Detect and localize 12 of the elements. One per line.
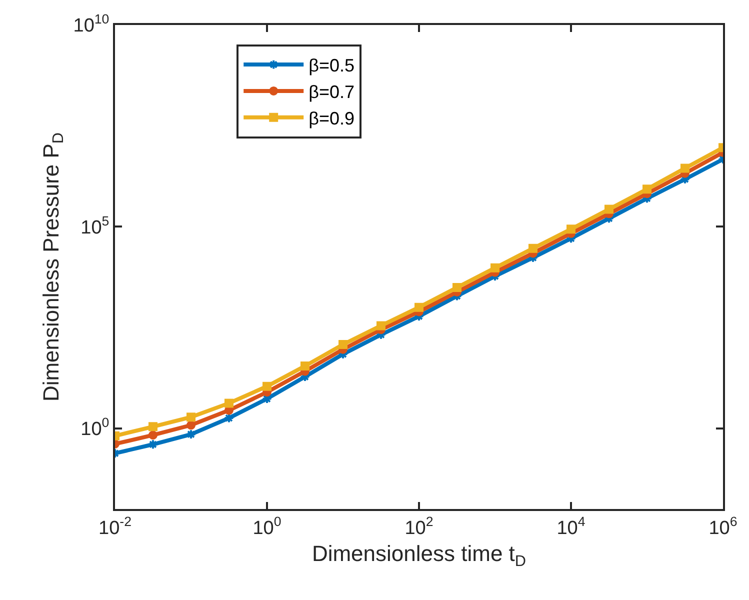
x-axis-title: Dimensionless time t$_{D}$: [312, 541, 526, 570]
x-tick-label: 10$^{2}$: [404, 514, 434, 539]
x-tick-label: 10$^{4}$: [556, 514, 586, 539]
x-tick-label: 10$^{-2}$: [98, 514, 132, 539]
y-tick-label: 10$^{0}$: [80, 415, 110, 440]
x-tick-label: 10$^{0}$: [252, 514, 282, 539]
y-tick-label: 10$^{10}$: [73, 12, 110, 37]
legend-label: β=0.9: [308, 108, 354, 128]
y-tick-label: 10$^{5}$: [80, 213, 110, 238]
x-tick-label: 10$^{6}$: [708, 514, 738, 539]
legend-label: β=0.7: [308, 82, 354, 102]
legend-label: β=0.5: [308, 56, 354, 76]
